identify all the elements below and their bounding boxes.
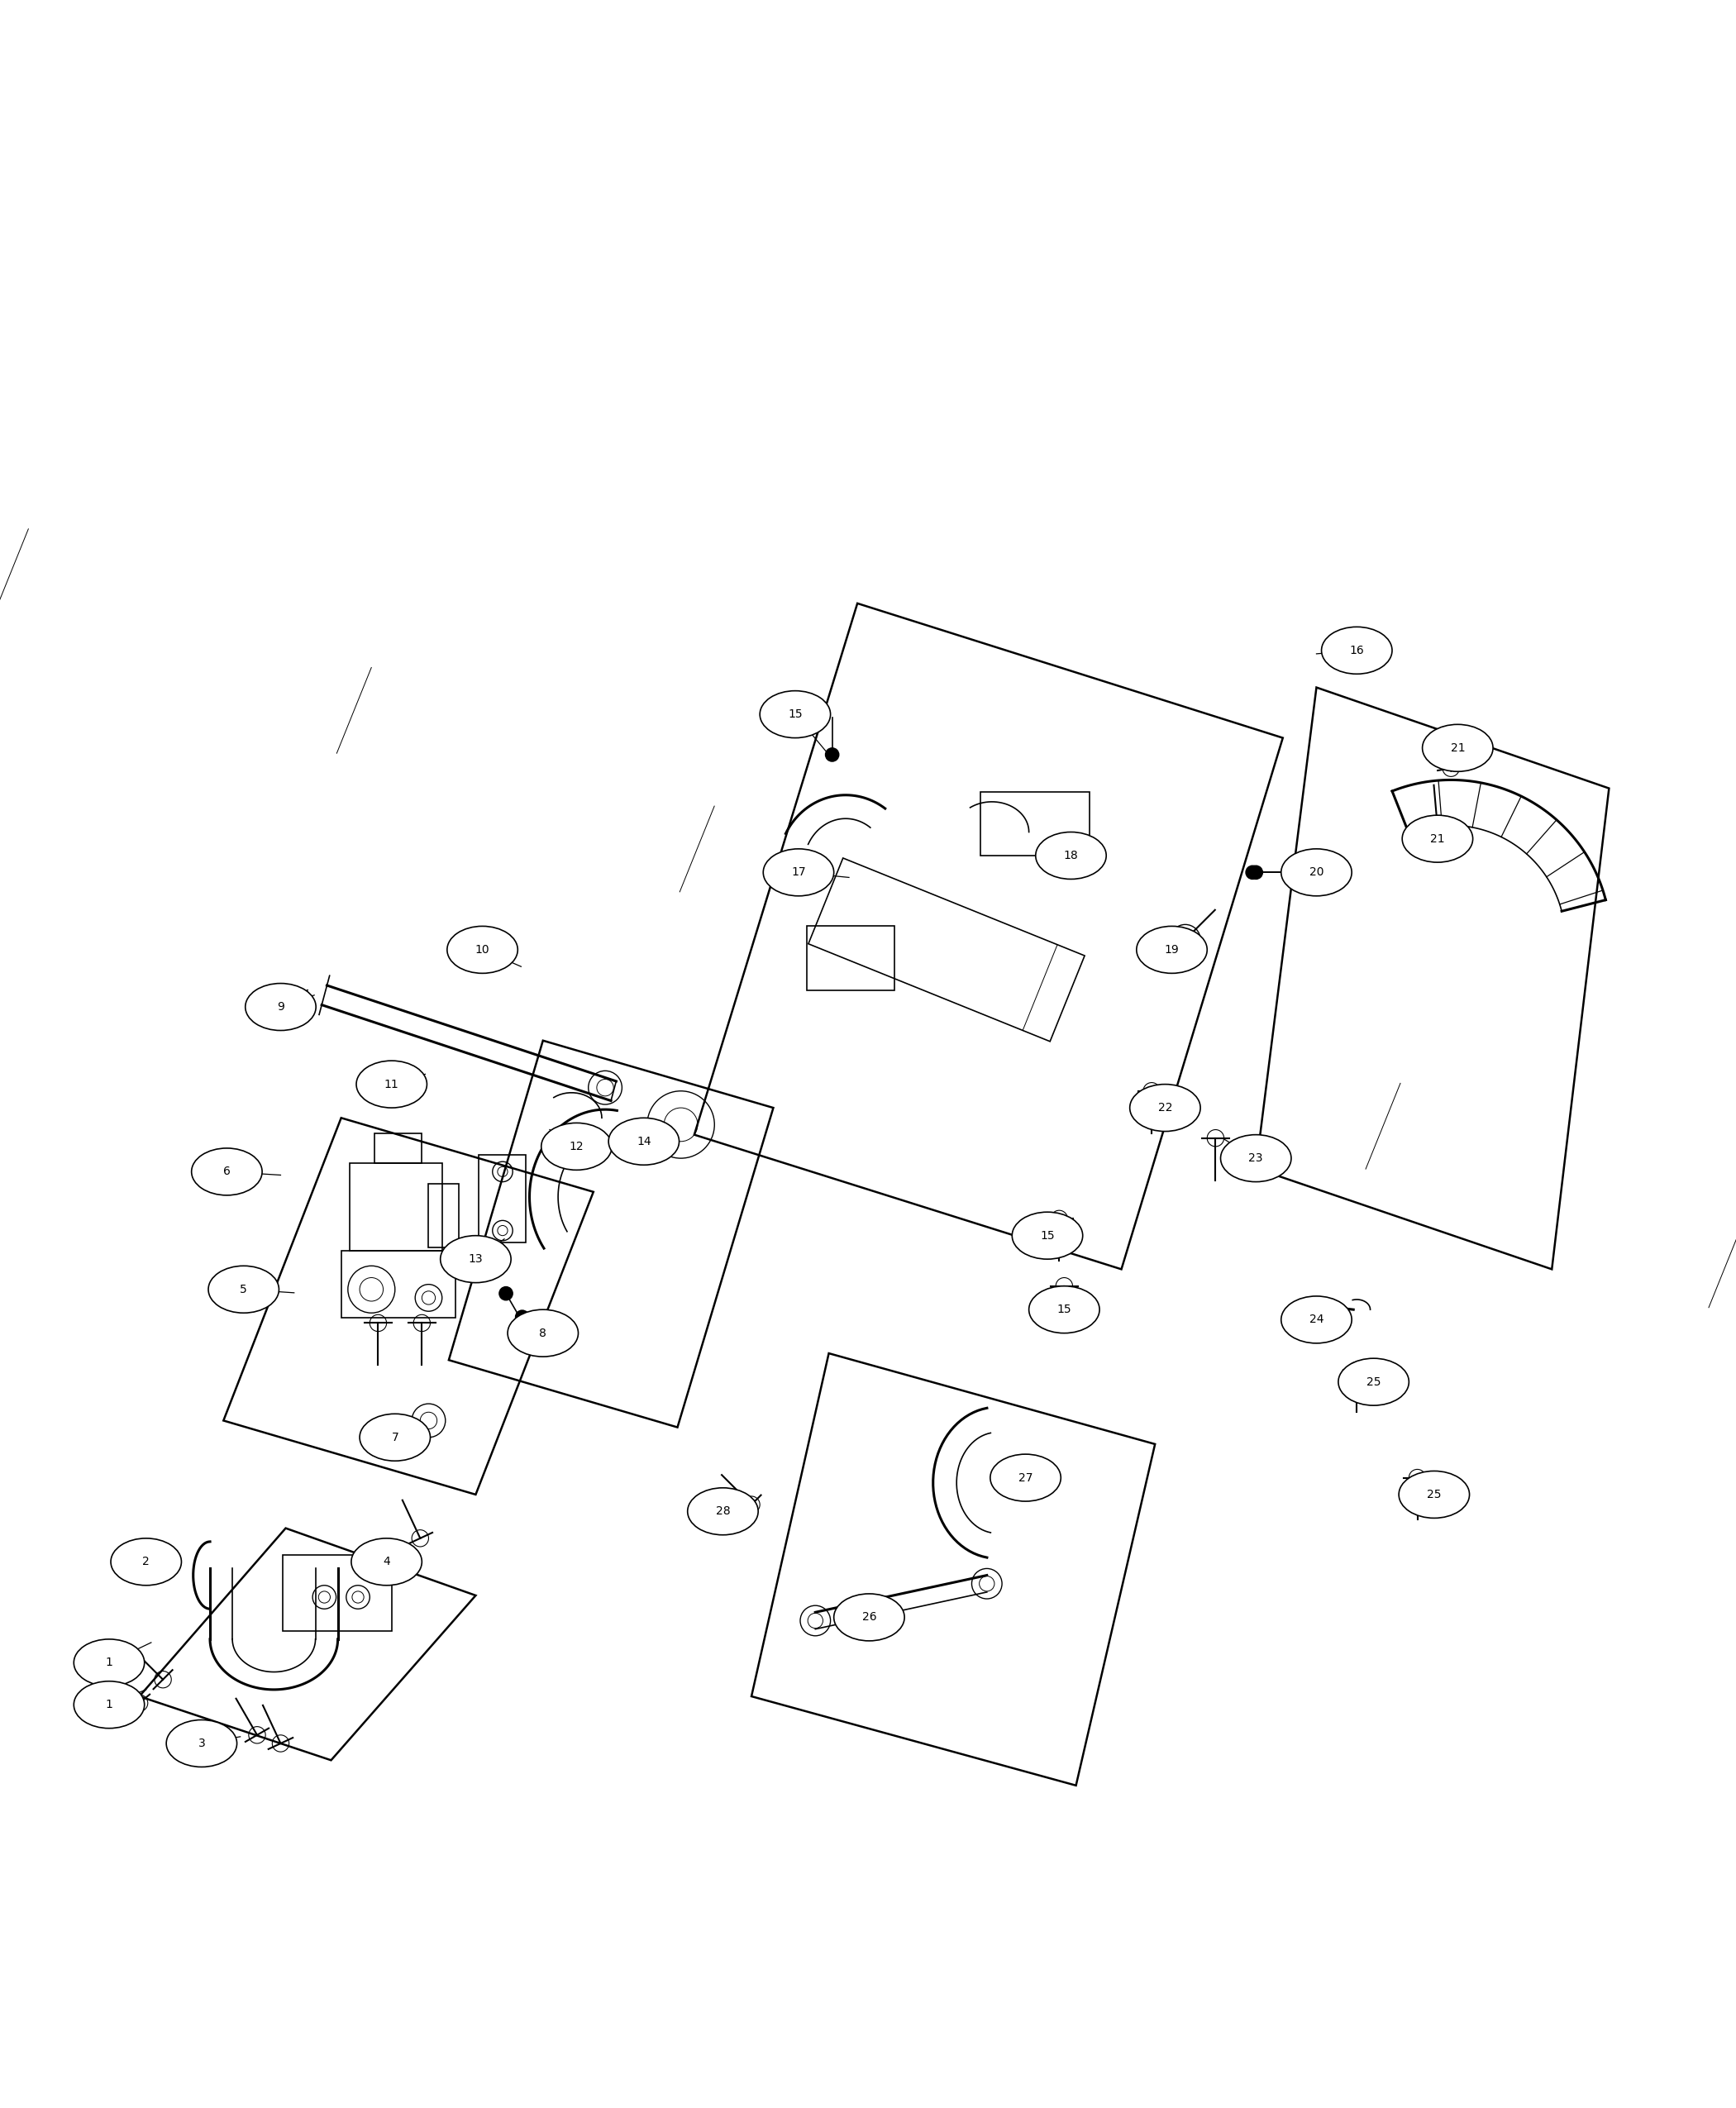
- Text: 4: 4: [384, 1556, 391, 1568]
- Ellipse shape: [1130, 1084, 1200, 1132]
- Text: 19: 19: [1165, 944, 1179, 955]
- Ellipse shape: [441, 1235, 510, 1282]
- Text: 15: 15: [1040, 1229, 1055, 1242]
- Text: 22: 22: [1158, 1102, 1172, 1113]
- Text: 25: 25: [1427, 1488, 1441, 1501]
- Ellipse shape: [1399, 1471, 1469, 1518]
- Ellipse shape: [1036, 833, 1106, 879]
- Ellipse shape: [760, 691, 830, 738]
- Ellipse shape: [167, 1720, 236, 1767]
- Ellipse shape: [1338, 1358, 1410, 1406]
- Ellipse shape: [75, 1682, 144, 1729]
- Ellipse shape: [609, 1117, 679, 1166]
- Text: 18: 18: [1064, 850, 1078, 862]
- Text: 24: 24: [1309, 1313, 1323, 1326]
- Text: 1: 1: [106, 1657, 113, 1670]
- Ellipse shape: [507, 1309, 578, 1358]
- Ellipse shape: [359, 1414, 431, 1461]
- Text: 1: 1: [106, 1699, 113, 1710]
- Ellipse shape: [245, 982, 316, 1031]
- Text: 13: 13: [469, 1254, 483, 1265]
- Text: 17: 17: [792, 866, 806, 879]
- Ellipse shape: [1403, 816, 1472, 862]
- Ellipse shape: [191, 1149, 262, 1195]
- Text: 25: 25: [1366, 1377, 1380, 1387]
- Text: 8: 8: [540, 1328, 547, 1339]
- Text: 3: 3: [198, 1737, 205, 1750]
- Ellipse shape: [208, 1267, 279, 1313]
- Circle shape: [516, 1311, 529, 1324]
- Ellipse shape: [1422, 725, 1493, 772]
- Circle shape: [825, 748, 838, 761]
- Text: 10: 10: [476, 944, 490, 955]
- Ellipse shape: [990, 1455, 1061, 1501]
- Text: 15: 15: [788, 708, 802, 721]
- Text: 9: 9: [278, 1001, 285, 1012]
- Circle shape: [1246, 866, 1259, 879]
- Ellipse shape: [1321, 626, 1392, 675]
- Circle shape: [1250, 866, 1262, 879]
- Text: 6: 6: [224, 1166, 231, 1178]
- Circle shape: [500, 1286, 512, 1301]
- Ellipse shape: [1220, 1134, 1292, 1183]
- Text: 12: 12: [569, 1140, 583, 1153]
- Text: 2: 2: [142, 1556, 149, 1568]
- Ellipse shape: [833, 1594, 904, 1640]
- Text: 16: 16: [1349, 645, 1364, 656]
- Ellipse shape: [356, 1060, 427, 1109]
- Text: 5: 5: [240, 1284, 247, 1294]
- Text: 15: 15: [1057, 1305, 1071, 1315]
- Ellipse shape: [448, 925, 517, 974]
- Ellipse shape: [75, 1640, 144, 1686]
- Text: 7: 7: [391, 1431, 399, 1444]
- Ellipse shape: [764, 850, 833, 896]
- Ellipse shape: [542, 1124, 611, 1170]
- Text: 23: 23: [1248, 1153, 1264, 1164]
- Text: 27: 27: [1019, 1471, 1033, 1484]
- Text: 28: 28: [715, 1505, 731, 1518]
- Ellipse shape: [351, 1539, 422, 1585]
- Text: 26: 26: [861, 1611, 877, 1623]
- Circle shape: [273, 1008, 286, 1020]
- Ellipse shape: [1029, 1286, 1099, 1332]
- Ellipse shape: [111, 1539, 182, 1585]
- Ellipse shape: [1281, 1296, 1352, 1343]
- Ellipse shape: [1281, 850, 1352, 896]
- Circle shape: [1083, 845, 1095, 858]
- Text: 14: 14: [637, 1136, 651, 1147]
- Ellipse shape: [1012, 1212, 1083, 1258]
- Text: 21: 21: [1430, 833, 1444, 845]
- Ellipse shape: [1137, 925, 1207, 974]
- Text: 11: 11: [384, 1079, 399, 1090]
- Ellipse shape: [687, 1488, 759, 1535]
- Text: 21: 21: [1450, 742, 1465, 755]
- Text: 20: 20: [1309, 866, 1323, 879]
